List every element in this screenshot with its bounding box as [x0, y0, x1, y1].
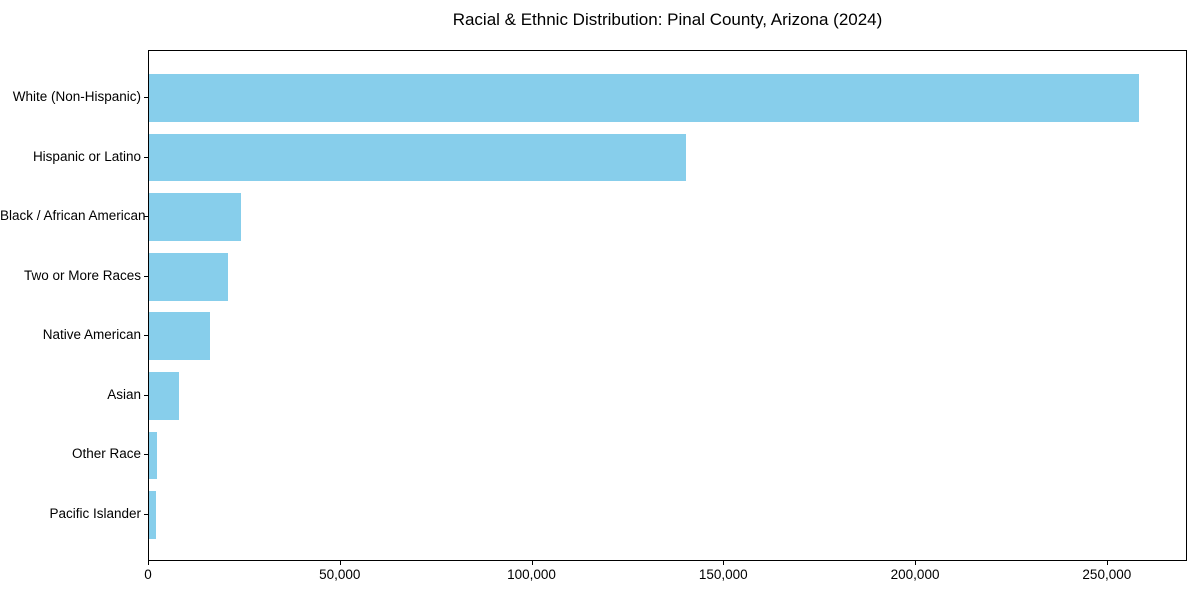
plot-area: [148, 50, 1187, 561]
x-tick-mark: [723, 561, 725, 565]
y-tick-label-native-american: Native American: [42, 327, 141, 343]
y-tick-mark: [144, 513, 148, 515]
x-tick-label-250-000: 250,000: [1082, 567, 1132, 582]
x-tick-label-0: 0: [144, 567, 152, 582]
x-tick-mark: [915, 561, 917, 565]
bar-two-or-more-races: [149, 252, 228, 301]
x-tick-mark: [339, 561, 341, 565]
x-tick-label-50-000: 50,000: [319, 567, 361, 582]
bar-other-race: [149, 431, 158, 480]
x-tick-mark: [1106, 561, 1108, 565]
y-tick-mark: [144, 156, 148, 158]
y-tick-label-two-or-more-races: Two or More Races: [23, 267, 141, 283]
bar-asian: [149, 372, 179, 420]
x-tick-label-150-000: 150,000: [698, 567, 748, 582]
y-tick-mark: [144, 335, 148, 337]
y-tick-mark: [144, 394, 148, 396]
x-tick-label-100-000: 100,000: [507, 567, 556, 582]
y-tick-mark: [144, 454, 148, 456]
chart-title: Racial & Ethnic Distribution: Pinal Coun…: [452, 10, 883, 29]
bar-pacific-islander: [149, 491, 156, 539]
y-tick-label-white-non-hispanic: White (Non-Hispanic): [12, 89, 141, 105]
y-tick-mark: [144, 97, 148, 99]
bar-hispanic-or-latino: [149, 133, 686, 182]
y-tick-label-asian: Asian: [107, 386, 141, 402]
y-tick-label-hispanic-or-latino: Hispanic or Latino: [32, 148, 141, 164]
y-tick-label-pacific-islander: Pacific Islander: [49, 505, 141, 521]
y-tick-label-black-african-american: Black / African American: [0, 208, 146, 224]
y-tick-mark: [144, 216, 148, 218]
bar-native-american: [149, 312, 211, 361]
bar-white-non-hispanic: [149, 74, 1139, 122]
y-tick-mark: [144, 275, 148, 277]
x-tick-label-200-000: 200,000: [890, 567, 940, 582]
bar-black-african-american: [149, 193, 242, 241]
y-tick-label-other-race: Other Race: [71, 446, 141, 462]
x-tick-mark: [531, 561, 533, 565]
x-tick-mark: [148, 561, 149, 565]
